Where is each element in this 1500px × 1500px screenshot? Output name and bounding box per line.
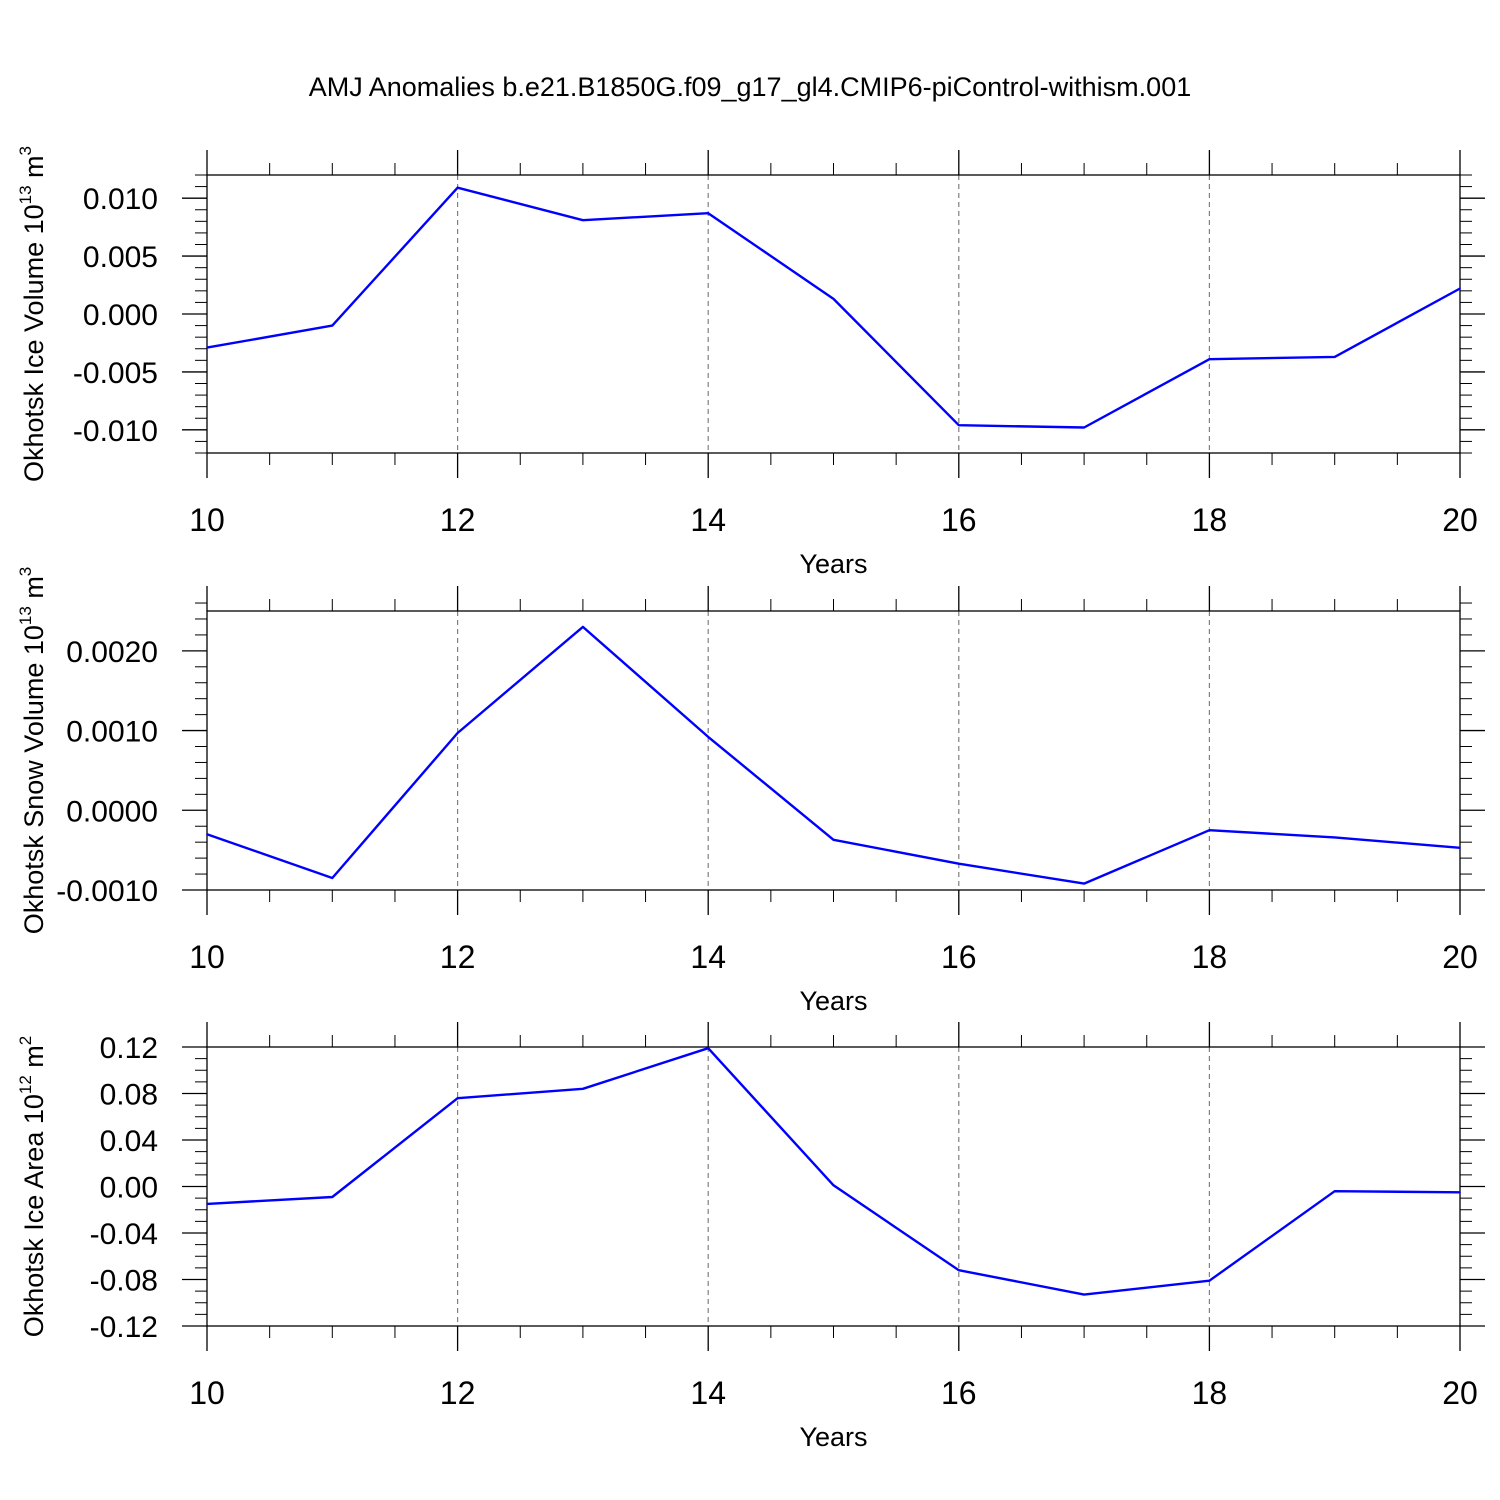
x-tick-label: 16 <box>941 1375 977 1411</box>
panel-2: 10 12 14 16 18 20 -0.0010 0.0000 0.0010 0.0020 Yea… <box>16 567 1485 1016</box>
data-point <box>1208 829 1211 832</box>
x-tick-label: 18 <box>1192 502 1228 538</box>
data-point <box>832 838 835 841</box>
y-tick-label: 0.00 <box>100 1172 158 1205</box>
x-tick-label: 20 <box>1442 1375 1478 1411</box>
data-point <box>582 1088 584 1090</box>
plot-frame <box>206 174 1461 454</box>
data-point <box>331 324 334 327</box>
panel-3: 10 12 14 16 18 20 -0.12 -0.08 -0.04 0.00 0.04 0.08 0… <box>16 1022 1485 1452</box>
y-tick-label: 0.000 <box>83 299 158 332</box>
data-point <box>832 298 835 300</box>
x-axis-label: Years <box>799 986 867 1016</box>
data-point <box>1208 358 1211 360</box>
data-point <box>456 1097 459 1099</box>
x-tick-label: 12 <box>440 1375 476 1411</box>
series-line-1 <box>206 625 1461 885</box>
data-point <box>832 1184 835 1187</box>
x-tick-label: 14 <box>690 502 726 538</box>
data-point <box>1333 836 1336 839</box>
data-point <box>1333 1190 1336 1192</box>
data-point <box>1333 356 1336 358</box>
y-tick-label: 0.005 <box>83 241 158 274</box>
x-tick-label: 18 <box>1192 939 1228 975</box>
x-tick-label: 16 <box>941 502 977 538</box>
data-point <box>707 736 709 738</box>
data-point <box>1459 287 1461 290</box>
x-axis-label: Years <box>799 549 867 579</box>
data-point <box>958 862 960 865</box>
y-tick-label: 0.0010 <box>66 716 158 749</box>
data-point <box>1459 1191 1461 1194</box>
y-tick-label: -0.005 <box>73 357 158 390</box>
data-point <box>331 1196 334 1198</box>
x-tick-label: 12 <box>440 939 476 975</box>
chart-title: AMJ Anomalies b.e21.B1850G.f09_g17_gl4.C… <box>308 72 1192 102</box>
series-line-1 <box>206 1046 1461 1296</box>
x-tick-label: 10 <box>189 939 225 975</box>
series-line-1 <box>206 186 1461 429</box>
y-tick-label: -0.010 <box>73 415 158 448</box>
panel-1: 10 12 14 16 18 20 -0.010 -0.005 0.000 0.005 0.010 Y… <box>16 146 1485 579</box>
plot-frame <box>206 610 1461 891</box>
x-tick-label: 10 <box>189 1375 225 1411</box>
x-axis-label: Years <box>799 1422 867 1452</box>
y-tick-label: 0.010 <box>83 183 158 216</box>
data-point <box>1459 846 1461 849</box>
data-point <box>1083 426 1085 429</box>
data-point <box>206 1203 208 1205</box>
data-point <box>707 1047 709 1049</box>
data-point <box>206 833 208 835</box>
x-tick-label: 16 <box>941 939 977 975</box>
data-point <box>582 219 584 221</box>
y-tick-label: -0.04 <box>90 1218 158 1251</box>
data-point <box>958 1269 960 1271</box>
y-tick-label: 0.12 <box>100 1032 158 1065</box>
x-tick-label: 12 <box>440 502 476 538</box>
data-point <box>206 346 208 349</box>
y-tick-label: -0.12 <box>90 1311 158 1344</box>
x-tick-label: 14 <box>690 939 726 975</box>
data-point <box>1083 1293 1085 1296</box>
x-tick-label: 18 <box>1192 1375 1228 1411</box>
data-point <box>707 212 709 215</box>
y-axis-label: Okhotsk Snow Volume 1013 m3 <box>16 567 49 935</box>
data-point <box>958 424 960 427</box>
data-point <box>456 186 459 189</box>
y-tick-label: 0.0020 <box>66 636 158 669</box>
y-axis-label: Okhotsk Ice Volume 1013 m3 <box>16 146 49 482</box>
data-point <box>1083 882 1085 885</box>
x-tick-label: 20 <box>1442 502 1478 538</box>
y-tick-label: 0.04 <box>100 1125 158 1158</box>
data-point <box>331 877 334 879</box>
x-tick-label: 20 <box>1442 939 1478 975</box>
y-axis-label: Okhotsk Ice Area 1012 m2 <box>16 1036 49 1338</box>
y-tick-label: 0.08 <box>100 1079 158 1112</box>
x-tick-label: 10 <box>189 502 225 538</box>
y-tick-label: -0.0010 <box>56 875 158 908</box>
data-point <box>1208 1279 1211 1282</box>
y-tick-label: -0.08 <box>90 1265 158 1298</box>
x-tick-label: 14 <box>690 1375 726 1411</box>
data-point <box>456 732 459 734</box>
data-point <box>582 626 584 628</box>
y-tick-label: 0.0000 <box>66 795 158 828</box>
